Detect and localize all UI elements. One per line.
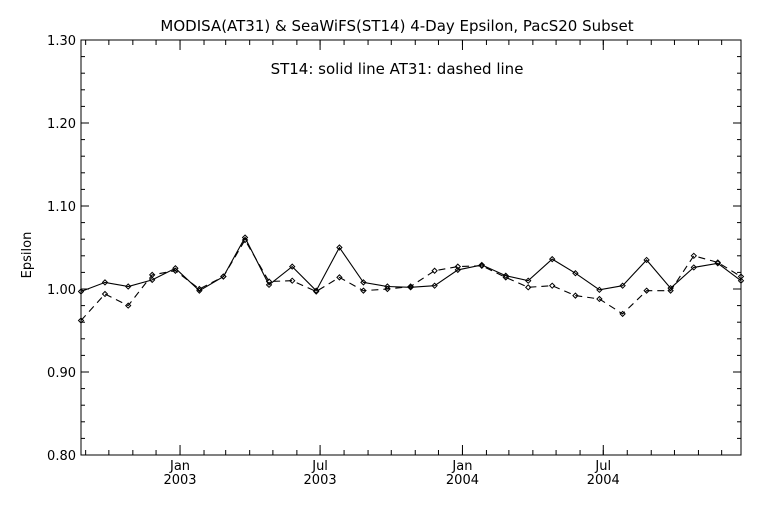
y-tick-label: 1.20 [47,117,76,132]
data-point-at31 [478,262,486,269]
data-point-at31 [172,267,179,274]
data-point-st14 [454,266,462,274]
x-tick-month: Jan [451,459,472,474]
x-tick-year: 2004 [446,473,479,488]
series-st14 [77,234,745,295]
data-point-at31 [336,274,343,281]
data-point-at31 [454,263,462,270]
data-point-st14 [289,263,296,270]
data-point-at31 [148,271,156,279]
series-at31 [77,236,745,324]
data-point-st14 [360,279,367,286]
data-point-at31 [407,283,414,290]
x-tick-month: Jul [311,459,328,474]
data-point-at31 [196,285,203,293]
data-point-at31 [101,290,109,298]
data-point-at31 [596,295,603,303]
data-point-st14 [596,286,603,294]
y-tick-label: 0.80 [47,449,76,464]
data-point-st14 [690,264,698,271]
data-point-at31 [549,282,556,289]
data-point-at31 [265,278,273,285]
x-tick-month: Jan [169,459,190,474]
data-point-at31 [241,236,249,244]
data-point-st14 [101,279,109,286]
data-point-at31 [77,317,85,324]
x-tick-month: Jul [594,459,611,474]
data-point-st14 [525,277,532,284]
data-point-at31 [431,267,438,274]
data-point-at31 [643,287,650,294]
data-point-at31 [714,259,721,266]
data-point-st14 [549,255,556,263]
data-point-st14 [77,288,85,295]
data-point-st14 [313,287,320,294]
line-style-note: ST14: solid line AT31: dashed line [271,60,524,78]
data-point-at31 [667,287,674,294]
data-point-st14 [148,276,156,284]
data-point-at31 [572,292,579,299]
data-point-st14 [737,277,745,284]
data-point-st14 [124,283,132,290]
data-point-st14 [643,256,650,264]
data-point-st14 [265,281,273,289]
chart-title: MODISA(AT31) & SeaWiFS(ST14) 4-Day Epsil… [160,17,633,35]
x-tick-year: 2004 [587,473,620,488]
data-point-st14 [336,244,343,251]
data-point-at31 [525,284,532,291]
y-tick-label: 1.00 [47,283,76,298]
plot-frame [80,39,742,456]
series-layer [77,234,745,324]
data-point-st14 [431,282,438,289]
data-point-at31 [289,277,296,284]
data-point-at31 [619,310,626,318]
x-tick-year: 2003 [304,473,337,488]
data-point-st14 [241,234,249,241]
y-axis-label: Epsilon [20,232,35,279]
data-point-at31 [124,302,132,309]
data-point-at31 [220,273,227,280]
y-tick-label: 1.10 [47,200,76,215]
data-point-at31 [360,287,367,294]
y-tick-label: 0.90 [47,366,76,381]
data-point-at31 [502,274,509,281]
data-point-st14 [502,272,509,279]
series-line-st14 [80,236,742,293]
x-tick-year: 2003 [163,473,196,488]
series-line-at31 [80,238,742,321]
data-point-at31 [313,288,320,295]
data-point-at31 [737,273,745,280]
data-point-st14 [619,282,626,289]
y-tick-label: 1.30 [47,34,76,49]
axes-layer: 0.800.901.001.101.201.30Jan2003Jul2003Ja… [47,34,741,488]
data-point-st14 [572,270,579,277]
data-point-at31 [690,252,698,260]
data-point-at31 [384,285,391,293]
data-point-st14 [478,261,486,269]
